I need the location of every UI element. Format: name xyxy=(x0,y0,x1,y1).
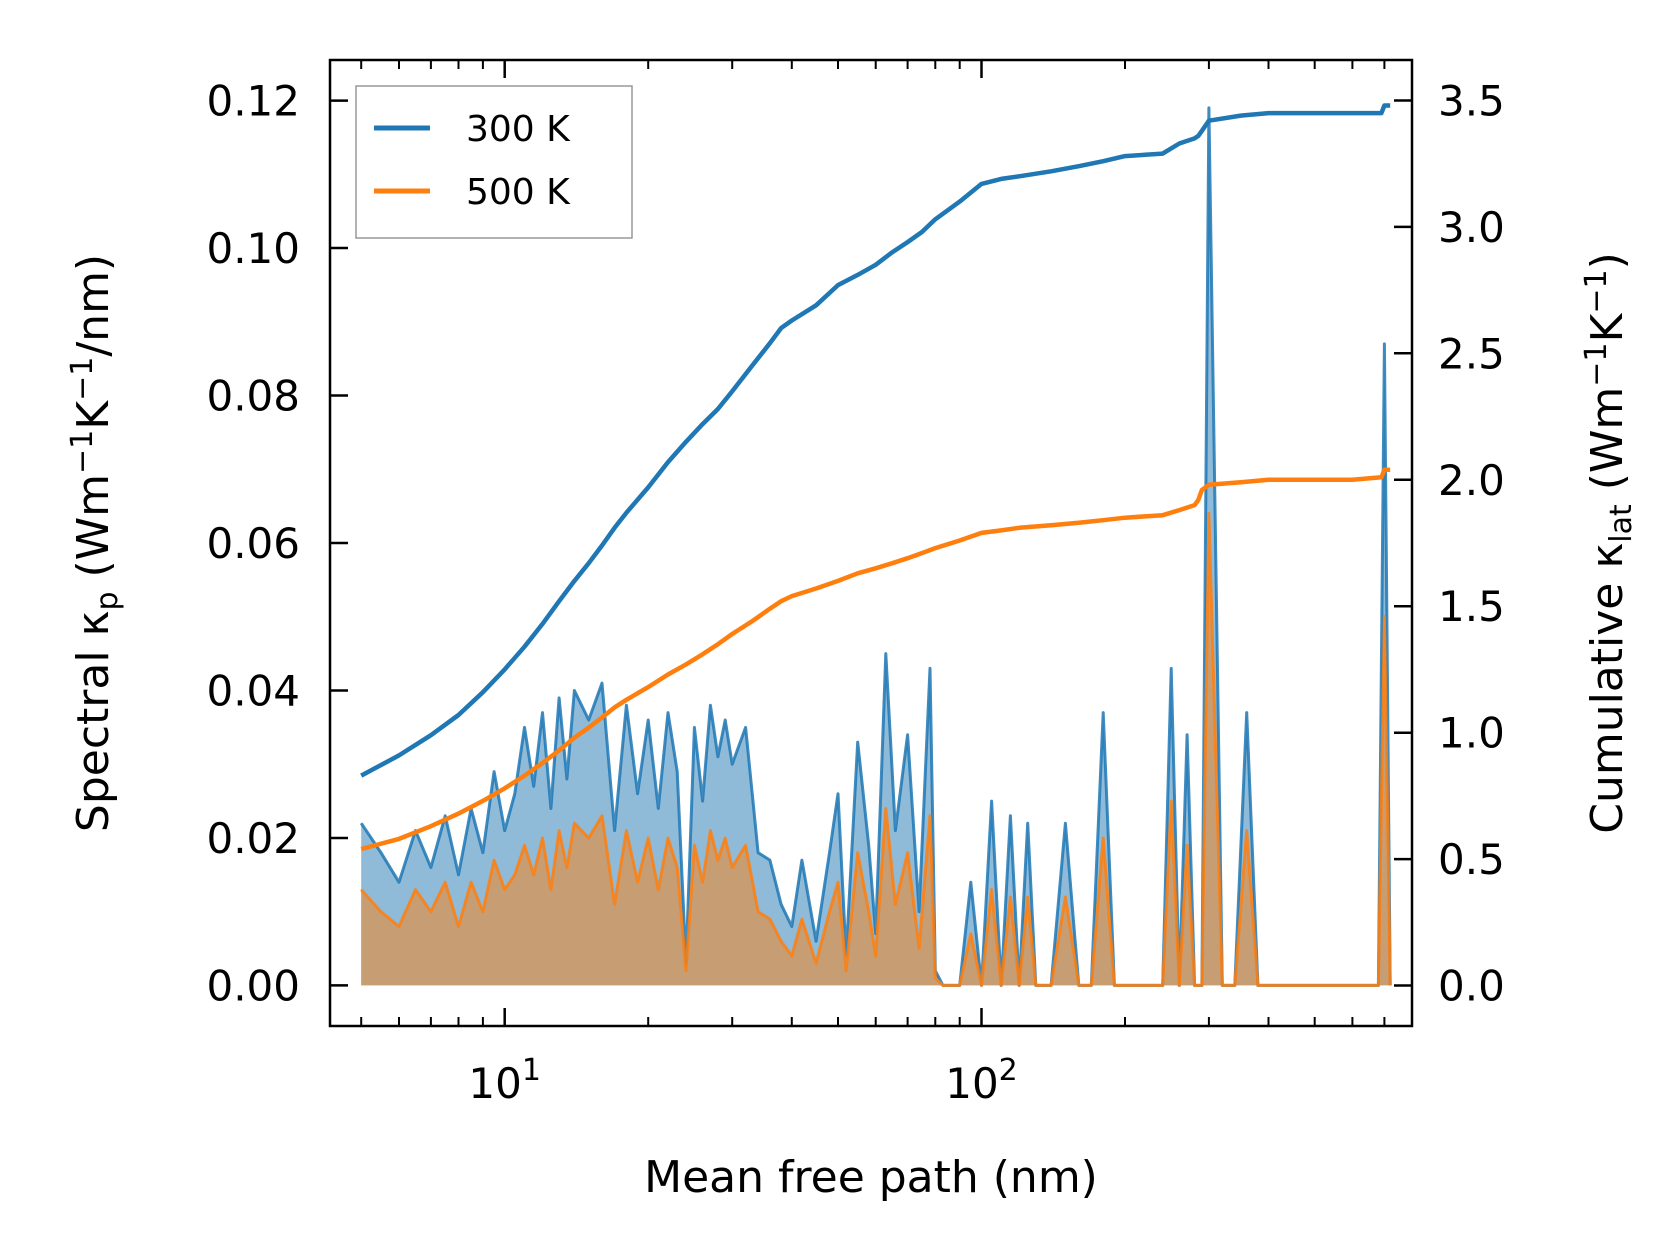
spectral-plot-layer xyxy=(359,106,1392,987)
y-left-tick-label: 0.08 xyxy=(206,372,300,421)
y-axis-left-title: Spectral κp (Wm−1K−1/nm) xyxy=(65,254,125,832)
x-tick-label: 102 xyxy=(945,1053,1018,1108)
legend-label-300k: 300 K xyxy=(466,109,571,150)
cumulative-line-300k xyxy=(360,103,1391,778)
y-left-tick-label: 0.00 xyxy=(206,961,300,1010)
spectral-line-300k xyxy=(359,106,1392,987)
x-tick-label: 101 xyxy=(468,1053,541,1108)
legend: 300 K 500 K xyxy=(355,85,633,239)
y-right-tick-label: 2.0 xyxy=(1438,456,1505,505)
legend-frame xyxy=(355,85,633,239)
x-axis-title: Mean free path (nm) xyxy=(644,1152,1098,1203)
spectral-line-500k xyxy=(360,512,1392,987)
legend-label-500k: 500 K xyxy=(466,172,571,213)
y-left-tick-label: 0.06 xyxy=(206,519,300,568)
cumulative-line-500k xyxy=(360,467,1391,852)
y-left-tick-label: 0.02 xyxy=(206,814,300,863)
y-right-tick-label: 2.5 xyxy=(1438,329,1505,378)
y-left-tick-label: 0.04 xyxy=(206,667,300,716)
spectral-area-500k xyxy=(361,513,1391,986)
y-axis-right-title: Cumulative κlat (Wm−1K−1) xyxy=(1579,252,1639,834)
y-right-tick-label: 3.0 xyxy=(1438,203,1505,252)
y-right-tick-label: 1.5 xyxy=(1438,582,1505,631)
cumulative-plot-layer xyxy=(360,103,1391,852)
y-right-tick-label: 0.0 xyxy=(1438,962,1505,1011)
y-right-tick-label: 0.5 xyxy=(1438,835,1505,884)
spectral-area-300k xyxy=(361,107,1391,986)
tick-marks xyxy=(330,60,1413,1026)
y-left-tick-label: 0.12 xyxy=(206,77,300,126)
y-left-tick-label: 0.10 xyxy=(206,224,300,273)
tick-labels: 101 102 0.00 0.02 0.04 0.06 0.08 0.10 0.12 0.0 0.5… xyxy=(206,77,1504,1109)
y-right-tick-label: 1.0 xyxy=(1438,709,1505,758)
y-right-tick-label: 3.5 xyxy=(1438,77,1505,126)
